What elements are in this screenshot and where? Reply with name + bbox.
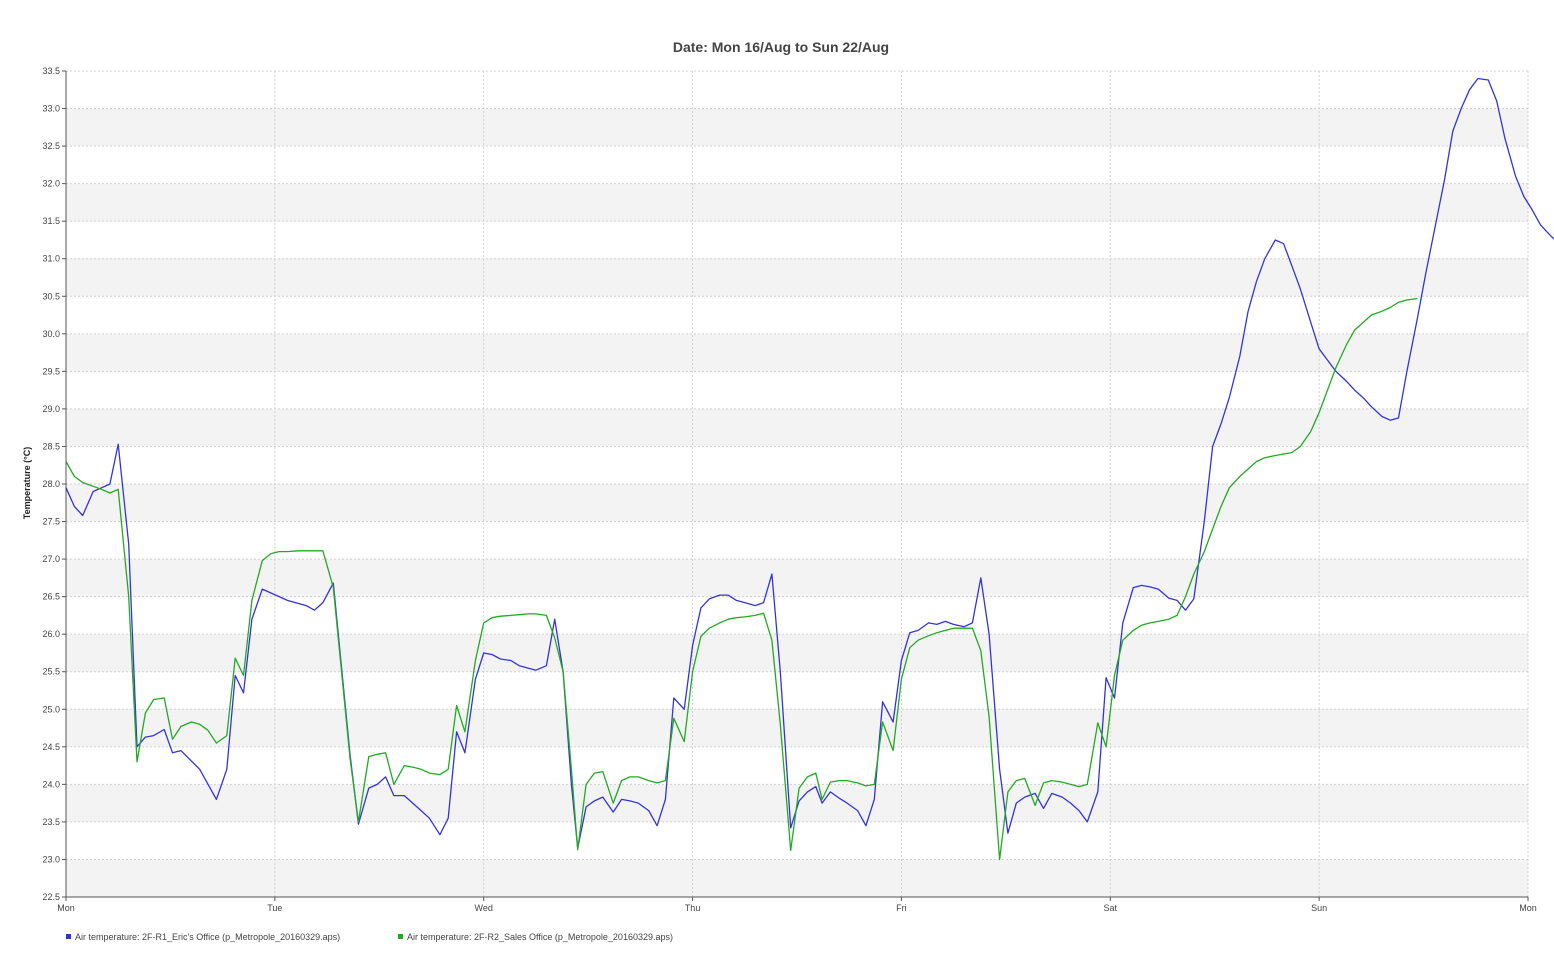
series-line-2 [65, 297, 1418, 861]
x-tick-label: Thu [685, 903, 701, 913]
y-tick-label: 22.5 [42, 892, 60, 902]
y-tick-label: 29.0 [42, 404, 60, 414]
plot-band [66, 108, 1528, 147]
y-tick-label: 27.0 [42, 554, 60, 564]
y-tick-label: 24.0 [42, 779, 60, 789]
plot-band [66, 333, 1528, 372]
plot-band [66, 709, 1528, 747]
y-axis-label: Temperature (°C) [22, 447, 32, 519]
x-tick-label: Mon [57, 903, 75, 913]
x-tick-label: Mon [1519, 903, 1537, 913]
y-tick-label: 23.0 [42, 854, 60, 864]
plot-band [66, 859, 1528, 897]
plot-band [66, 484, 1528, 522]
y-tick-label: 25.5 [42, 667, 60, 677]
y-tick-label: 30.0 [42, 329, 60, 339]
y-tick-label: 28.0 [42, 479, 60, 489]
plot-band [66, 559, 1528, 597]
x-tick-label: Wed [475, 903, 493, 913]
y-tick-label: 33.0 [42, 104, 60, 114]
x-tick-labels: Mon Tue Wed Thu Fri Sat Sun Mon [57, 897, 1537, 913]
legend-item-label[interactable]: Air temperature: 2F-R1_Eric's Office (p_… [75, 932, 340, 942]
y-tick-label: 24.5 [42, 742, 60, 752]
x-tick-label: Sat [1104, 903, 1118, 913]
y-tick-label: 31.0 [42, 254, 60, 264]
y-tick-label: 32.5 [42, 141, 60, 151]
y-tick-label: 26.0 [42, 629, 60, 639]
y-tick-label: 33.5 [42, 66, 60, 76]
y-tick-label: 27.5 [42, 517, 60, 527]
legend-swatch [398, 934, 403, 939]
x-tick-label: Sun [1311, 903, 1327, 913]
x-tick-label: Tue [267, 903, 282, 913]
y-tick-label: 31.5 [42, 216, 60, 226]
y-tick-labels: 22.5 23.0 23.5 24.0 24.5 25.0 25.5 26.0 26.5 27.0… [42, 66, 66, 902]
legend[interactable]: Air temperature: 2F-R1_Eric's Office (p_… [66, 932, 673, 942]
plot-band [66, 258, 1528, 297]
plot-bands [66, 108, 1528, 897]
series-layer [65, 77, 1554, 861]
y-tick-label: 29.5 [42, 366, 60, 376]
y-tick-label: 32.0 [42, 179, 60, 189]
y-tick-label: 28.5 [42, 441, 60, 451]
y-tick-label: 23.5 [42, 817, 60, 827]
plot-band [66, 408, 1528, 447]
y-tick-label: 30.5 [42, 291, 60, 301]
x-tick-label: Fri [896, 903, 907, 913]
plot-band [66, 183, 1528, 222]
y-tick-label: 25.0 [42, 704, 60, 714]
legend-swatch [66, 934, 71, 939]
chart-title: Date: Mon 16/Aug to Sun 22/Aug [673, 39, 889, 55]
legend-item-label[interactable]: Air temperature: 2F-R2_Sales Office (p_M… [407, 932, 673, 942]
y-tick-label: 26.5 [42, 592, 60, 602]
plot-band [66, 634, 1528, 672]
